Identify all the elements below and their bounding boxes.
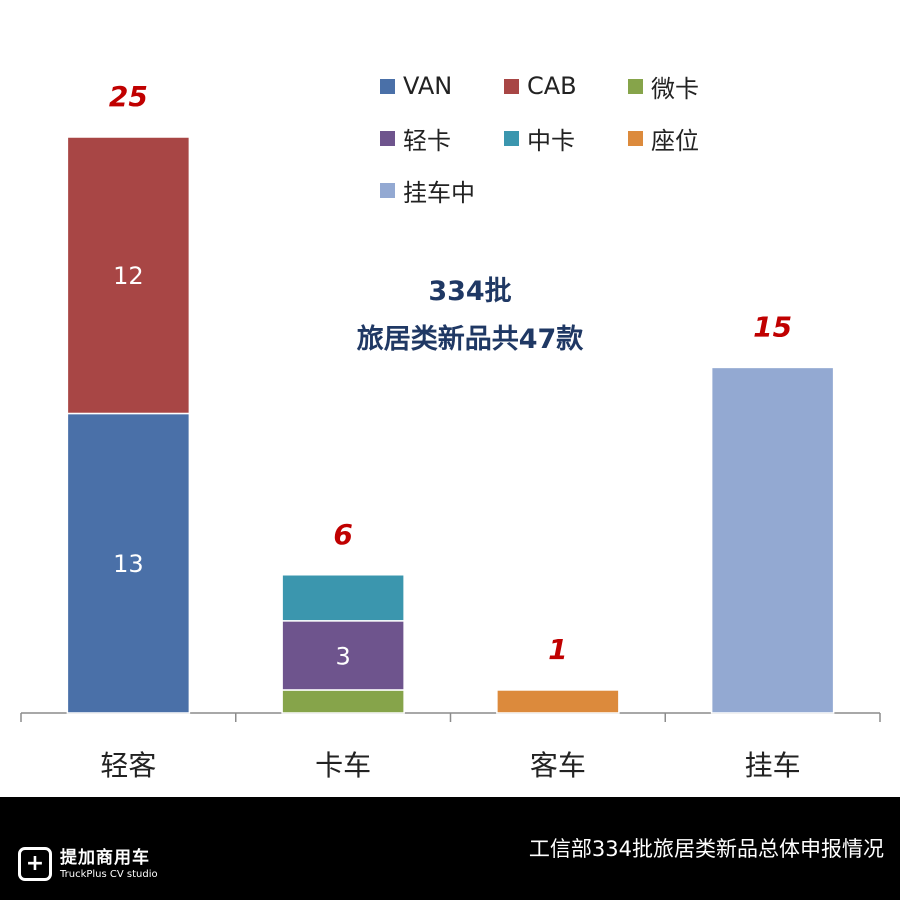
bar-segment (496, 689, 620, 714)
logo-plus-icon: + (18, 847, 52, 881)
legend-item: 座位 (628, 124, 752, 155)
legend-item: 挂车中 (380, 176, 504, 207)
legend-swatch (504, 78, 519, 94)
legend-swatch (628, 78, 643, 94)
bar-segment (66, 136, 191, 415)
legend-item: 轻卡 (380, 124, 504, 155)
bar-total-label: 25 (109, 80, 148, 113)
chart-annotation: 334批 旅居类新品共47款 (320, 268, 620, 364)
bar-segment-label: 3 (335, 642, 350, 670)
x-axis-tick-label: 卡车 (315, 749, 371, 782)
x-axis-tick-label: 客车 (530, 749, 586, 782)
annotation-line-2: 旅居类新品共47款 (356, 324, 584, 355)
legend-label: 微卡 (651, 74, 699, 103)
bar-total-label: 6 (333, 518, 352, 551)
legend-swatch (504, 130, 519, 146)
bar-segment (710, 366, 835, 714)
bar-total-label: 1 (548, 633, 567, 666)
x-axis-tick-label: 挂车 (745, 749, 801, 782)
legend-label: 轻卡 (403, 126, 451, 155)
legend-label: 挂车中 (403, 178, 475, 207)
legend-swatch (380, 182, 395, 198)
legend-swatch (380, 78, 395, 94)
bar-segment (281, 689, 405, 714)
bar-segment (281, 574, 405, 622)
legend-swatch (380, 130, 395, 146)
bar-segment (66, 412, 191, 714)
legend-item: CAB (504, 72, 628, 100)
footer-bar: + 提加商用车 TruckPlus CV studio 工信部334批旅居类新品… (0, 797, 900, 900)
legend-item: VAN (380, 72, 504, 100)
legend-item: 微卡 (628, 72, 752, 103)
x-axis-tick-label: 轻客 (100, 749, 156, 782)
bar-segment-label: 13 (113, 550, 144, 578)
brand-logo: + 提加商用车 TruckPlus CV studio (18, 847, 158, 881)
logo-chinese-name: 提加商用车 (60, 847, 150, 868)
logo-text: 提加商用车 TruckPlus CV studio (60, 848, 158, 881)
legend-label: 中卡 (527, 126, 575, 155)
legend-label: VAN (403, 72, 453, 100)
bar-segment-label: 12 (113, 262, 144, 290)
bar-total-label: 15 (753, 310, 792, 343)
legend-swatch (628, 130, 643, 146)
annotation-line-1: 334批 (428, 276, 512, 307)
legend-label: 座位 (651, 126, 699, 155)
legend-item: 中卡 (504, 124, 628, 155)
chart-legend: VAN CAB 微卡轻卡 中卡 座位挂车中 (380, 72, 860, 207)
stacked-bar-chart: 13 12 25 轻客 3 6 卡车 1 客车 15 挂车 (20, 80, 881, 782)
legend-label: CAB (527, 72, 577, 100)
footer-caption: 工信部334批旅居类新品总体申报情况 (528, 837, 884, 861)
logo-english-name: TruckPlus CV studio (60, 868, 158, 880)
